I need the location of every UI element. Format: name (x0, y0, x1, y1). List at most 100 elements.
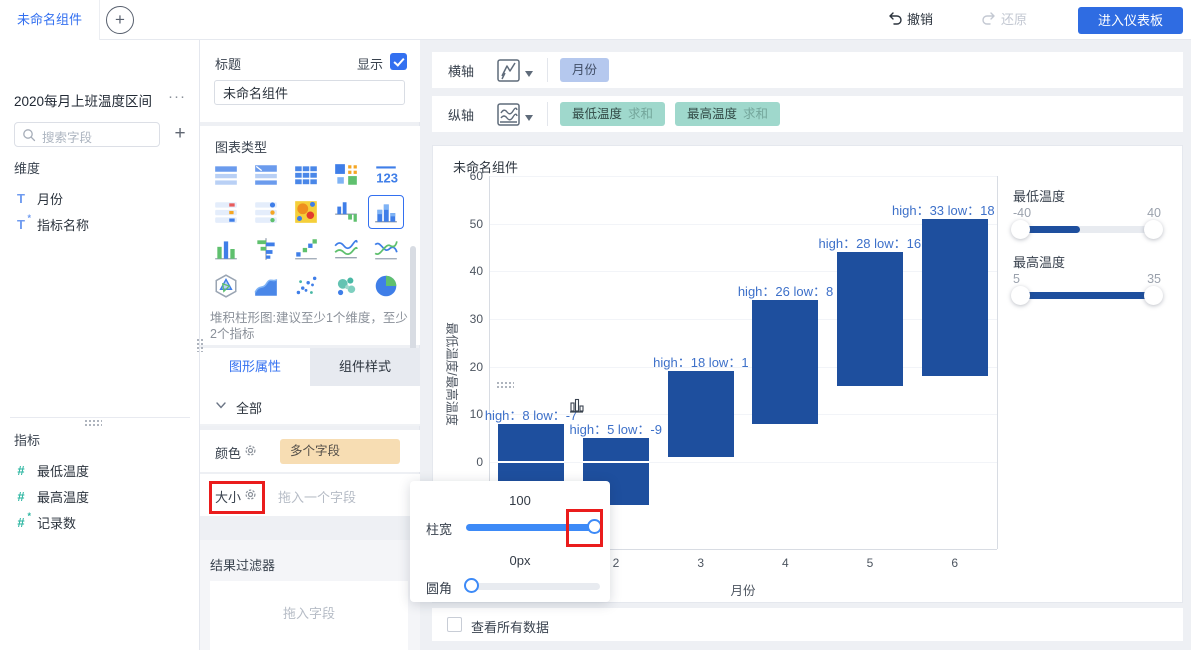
title-section: 标题 显示 (200, 40, 420, 122)
component-title-input[interactable] (214, 80, 405, 105)
slider-handle-right[interactable] (1144, 286, 1163, 305)
bar-data-label: high：28 low：16 (818, 236, 922, 252)
bar-data-label: high：26 low：8 (737, 283, 834, 299)
color-row: 颜色 多个字段 (200, 430, 420, 472)
color-label: 颜色 (215, 446, 242, 461)
y-tick-label: 30 (469, 312, 483, 326)
area-icon[interactable] (248, 269, 284, 303)
result-filter-label: 结果过滤器 (210, 558, 276, 573)
bar-data-label: high：5 low：-9 (569, 422, 663, 438)
redo-button[interactable]: 还原 (982, 0, 1027, 40)
indicator-list-icon[interactable] (248, 195, 284, 229)
field-item[interactable]: # 最低温度 (14, 458, 190, 482)
heatmap-icon[interactable] (288, 195, 324, 229)
slider-handle-right[interactable] (1144, 220, 1163, 239)
x-tick-label: 3 (697, 556, 704, 570)
quota-filter-max: 35 (1147, 272, 1161, 286)
result-filter-dropzone[interactable]: 拖入字段 (210, 581, 408, 650)
bar-icon[interactable] (208, 232, 244, 266)
bar-horizontal-icon[interactable] (248, 232, 284, 266)
all-row[interactable]: 全部 (200, 386, 584, 426)
all-label: 全部 (236, 401, 263, 416)
number-field-icon: # (17, 488, 25, 504)
corner-radius-slider-handle[interactable] (464, 578, 479, 593)
corner-radius-label: 圆角 (426, 581, 453, 596)
tab-component-style[interactable]: 组件样式 (310, 348, 420, 386)
show-checkbox[interactable] (390, 53, 407, 70)
radar-icon[interactable] (208, 269, 244, 303)
kpi-text-icon[interactable]: 123 (368, 158, 404, 192)
search-input[interactable]: 搜索字段 (14, 122, 160, 147)
pie-icon[interactable] (368, 269, 404, 303)
bar-width-slider[interactable] (466, 519, 602, 534)
line-cross-icon[interactable] (368, 232, 404, 266)
caret-down-icon[interactable] (525, 71, 533, 77)
bubble-icon[interactable] (328, 269, 364, 303)
gridline (489, 414, 997, 416)
field-label: 最低温度 (37, 463, 90, 479)
x-axis-title: 月份 (730, 584, 756, 598)
field-label: 最高温度 (37, 489, 90, 505)
drill-axis-icon[interactable] (496, 58, 521, 83)
chart-type-scrollbar[interactable] (410, 246, 416, 406)
quadrant-icon[interactable] (328, 158, 364, 192)
gear-icon[interactable] (244, 488, 257, 501)
search-placeholder: 搜索字段 (42, 131, 93, 145)
kpi-list-icon[interactable] (208, 195, 244, 229)
bar-segment-divider (498, 461, 565, 463)
table-info-icon[interactable] (248, 158, 284, 192)
field-item[interactable]: T 月份 (14, 186, 190, 210)
chart-bar[interactable] (667, 371, 734, 458)
field-item[interactable]: # 最高温度 (14, 484, 190, 508)
tab-graph-properties[interactable]: 图形属性 (200, 348, 310, 386)
slider-handle-left[interactable] (1011, 220, 1030, 239)
bar-data-label: high：33 low：18 (892, 202, 995, 218)
color-field-pill[interactable]: 多个字段 (280, 439, 400, 464)
line-area-icon[interactable] (328, 232, 364, 266)
bar-stacked-icon[interactable] (368, 195, 404, 229)
table-normal-icon[interactable] (208, 158, 244, 192)
gridline (489, 223, 997, 225)
chart-bar[interactable] (837, 252, 903, 386)
resize-handle-icon[interactable] (84, 419, 102, 426)
y-tick-label: 50 (469, 216, 483, 231)
dataset-name[interactable]: 2020每月上班温度区间 (14, 94, 153, 109)
view-tab[interactable]: 未命名组件 (0, 0, 100, 40)
bar-width-slider-handle[interactable] (587, 519, 602, 534)
add-view-button[interactable]: + (106, 6, 134, 34)
scatter-icon[interactable] (288, 269, 324, 303)
gridline (489, 271, 997, 273)
y-axis-field-pill[interactable]: 最高温度 求和 (675, 102, 781, 126)
bar-segment-divider (583, 461, 649, 463)
gear-icon[interactable] (244, 444, 257, 457)
field-item[interactable]: # * 记录数 (14, 510, 190, 534)
text-field-icon: T (17, 190, 25, 206)
caret-down-icon[interactable] (525, 115, 533, 121)
table-pivot-icon[interactable] (288, 158, 324, 192)
bar-bidirection-icon[interactable] (328, 195, 364, 229)
quota-filter-slider[interactable] (1011, 286, 1163, 305)
slider-handle-left[interactable] (1011, 286, 1030, 305)
panel-resize-handle-icon[interactable] (196, 338, 204, 352)
pill-agg-label: 求和 (743, 107, 769, 121)
section-resize-handle-icon[interactable] (496, 381, 514, 388)
y-axis-field-pill[interactable]: 最低温度 求和 (560, 102, 666, 126)
corner-radius-slider[interactable] (464, 578, 600, 593)
line-style-axis-icon[interactable] (496, 102, 521, 127)
field-item[interactable]: T * 指标名称 (14, 212, 190, 236)
gridline (489, 366, 997, 368)
chart-bar[interactable] (921, 218, 988, 377)
dataset-more-icon[interactable]: ··· (168, 88, 186, 105)
scatter-block-icon[interactable] (288, 232, 324, 266)
chart-bar[interactable] (752, 299, 819, 424)
undo-button[interactable]: 撤销 (888, 0, 933, 40)
enter-dashboard-button[interactable]: 进入仪表板 (1078, 7, 1183, 34)
dimensions-label: 维度 (14, 161, 41, 176)
x-axis-row: 横轴 月份 (432, 52, 1183, 88)
x-axis-field-pill[interactable]: 月份 (560, 58, 610, 82)
add-field-button[interactable]: + (174, 123, 186, 144)
size-placeholder: 拖入一个字段 (278, 490, 357, 505)
quota-filter-slider[interactable] (1011, 220, 1163, 239)
view-all-data-checkbox[interactable] (447, 617, 462, 632)
x-tick-label: 5 (866, 556, 874, 570)
